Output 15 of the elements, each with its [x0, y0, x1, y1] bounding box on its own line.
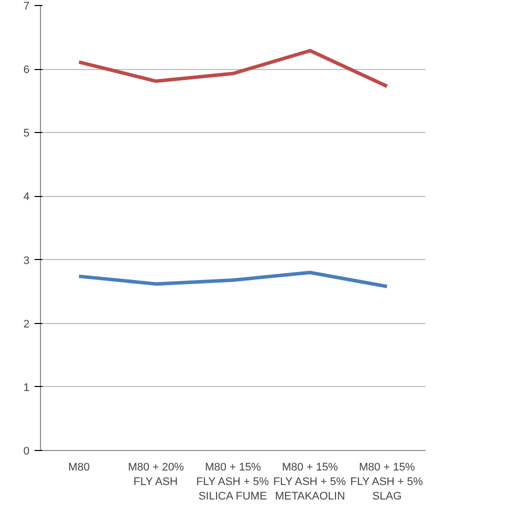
y-tick-label: 0 — [23, 446, 30, 458]
line-series — [77, 48, 389, 88]
y-tick-label: 3 — [23, 254, 30, 267]
x-tick-label: M80 + 20% FLY ASH — [128, 462, 184, 488]
x-tick-label: M80 — [68, 462, 90, 474]
y-tick-label: 4 — [23, 191, 30, 204]
y-tick-label: 1 — [23, 382, 30, 394]
y-tick-label: 6 — [23, 64, 30, 76]
line-series — [77, 270, 389, 288]
x-tick-label: M80 + 15% FLY ASH + 5% SILICA FUME — [196, 462, 270, 502]
y-tick-label: 5 — [23, 128, 30, 140]
x-tick-label: M80 + 15% FLY ASH + 5% METAKAOLIN — [273, 462, 346, 502]
y-tick-label: 2 — [23, 318, 30, 330]
x-tick-label: M80 + 15% FLY ASH + 5% SLAG — [350, 462, 424, 502]
y-tick-label: 7 — [23, 0, 30, 12]
